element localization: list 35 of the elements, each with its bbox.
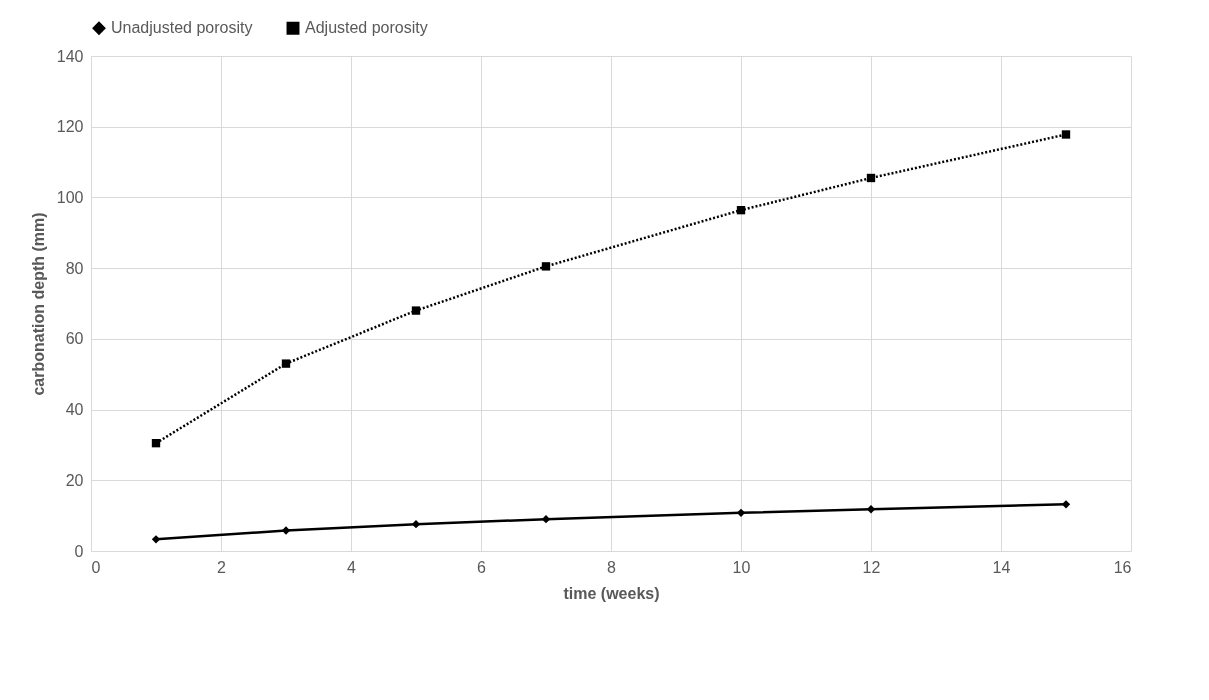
x-tick-label: 4 (347, 558, 357, 576)
y-tick-label: 20 (65, 471, 84, 489)
x-tick-label: 16 (1113, 558, 1132, 576)
point (411, 306, 421, 315)
x-tick-label: 0 (91, 558, 101, 576)
point (151, 438, 161, 448)
point (541, 262, 551, 271)
point (1061, 130, 1071, 139)
y-tick-label: 100 (56, 188, 84, 206)
y-axis-title: carbonation depth (mm) (29, 212, 47, 396)
point (281, 359, 291, 368)
point (411, 519, 421, 529)
x-tick-label: 10 (732, 558, 751, 576)
x-tick-label: 14 (992, 558, 1011, 576)
legend-label: Adjusted porosity (305, 19, 428, 37)
x-tick-label: 8 (607, 558, 617, 576)
y-tick-label: 120 (56, 118, 84, 136)
point (736, 508, 746, 517)
x-tick-label: 12 (862, 558, 881, 576)
point (541, 515, 551, 524)
point (736, 205, 746, 215)
point (1061, 500, 1071, 509)
y-tick-label: 140 (56, 47, 84, 65)
y-tick-label: 40 (65, 401, 84, 419)
x-axis-title: time (weeks) (563, 584, 660, 602)
point (151, 535, 161, 544)
y-tick-label: 80 (65, 259, 84, 277)
point (866, 505, 876, 514)
legend-label: Unadjusted porosity (111, 19, 253, 37)
point (866, 173, 876, 183)
y-tick-label: 0 (74, 542, 84, 560)
point (281, 526, 291, 535)
x-tick-label: 2 (217, 558, 227, 576)
x-tick-label: 6 (477, 558, 487, 576)
y-tick-label: 60 (65, 330, 84, 348)
